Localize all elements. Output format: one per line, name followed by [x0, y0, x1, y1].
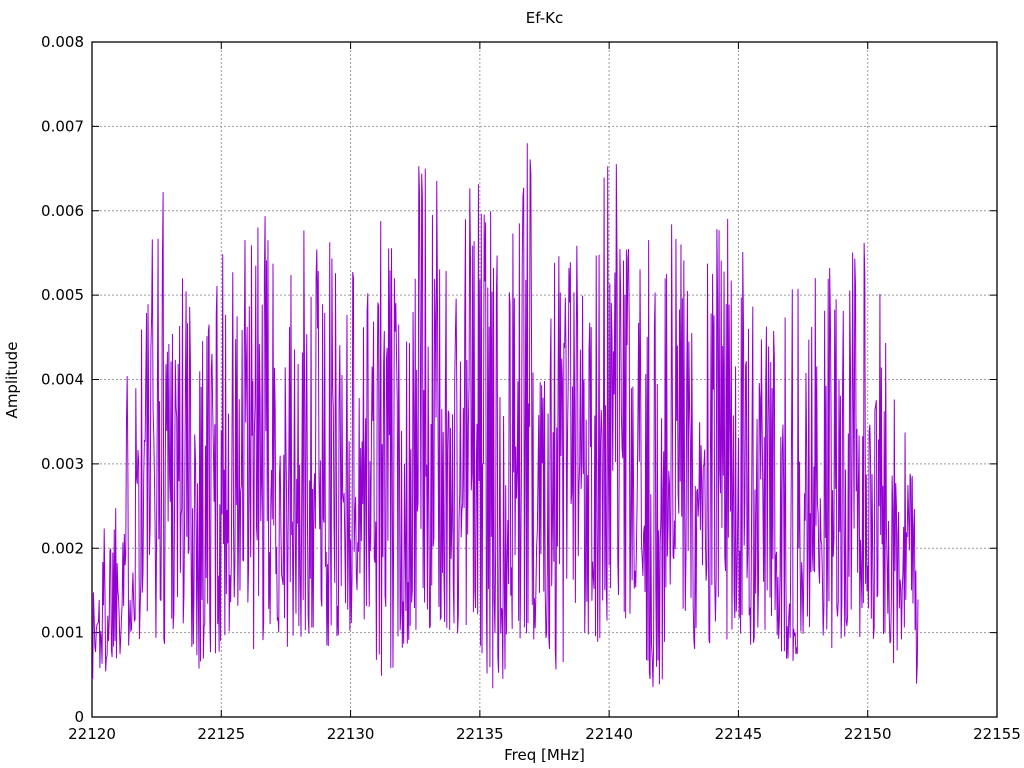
x-tick-label: 22120: [68, 725, 116, 743]
y-tick-label: 0.003: [41, 455, 84, 473]
y-tick-label: 0.007: [41, 117, 84, 135]
y-tick-label: 0.005: [41, 286, 84, 304]
y-axis-label: Amplitude: [3, 341, 21, 419]
y-tick-label: 0.001: [41, 624, 84, 642]
x-axis-label: Freq [MHz]: [504, 746, 585, 764]
plot-border: [91, 41, 998, 718]
x-tick-label: 22130: [327, 725, 375, 743]
y-tick-label: 0: [74, 708, 84, 726]
chart-title: Ef-Kc: [525, 9, 564, 27]
y-tick-label: 0.006: [41, 202, 84, 220]
x-tick-label: 22140: [585, 725, 633, 743]
y-tick-label: 0.002: [41, 539, 84, 557]
x-tick-label: 22125: [197, 725, 245, 743]
x-tick-label: 22150: [844, 725, 892, 743]
x-tick-label: 22135: [456, 725, 504, 743]
y-tick-label: 0.004: [41, 371, 84, 389]
signal-trace: [91, 143, 919, 689]
y-tick-label: 0.008: [41, 33, 84, 51]
x-tick-label: 22155: [973, 725, 1021, 743]
x-tick-label: 22145: [715, 725, 763, 743]
